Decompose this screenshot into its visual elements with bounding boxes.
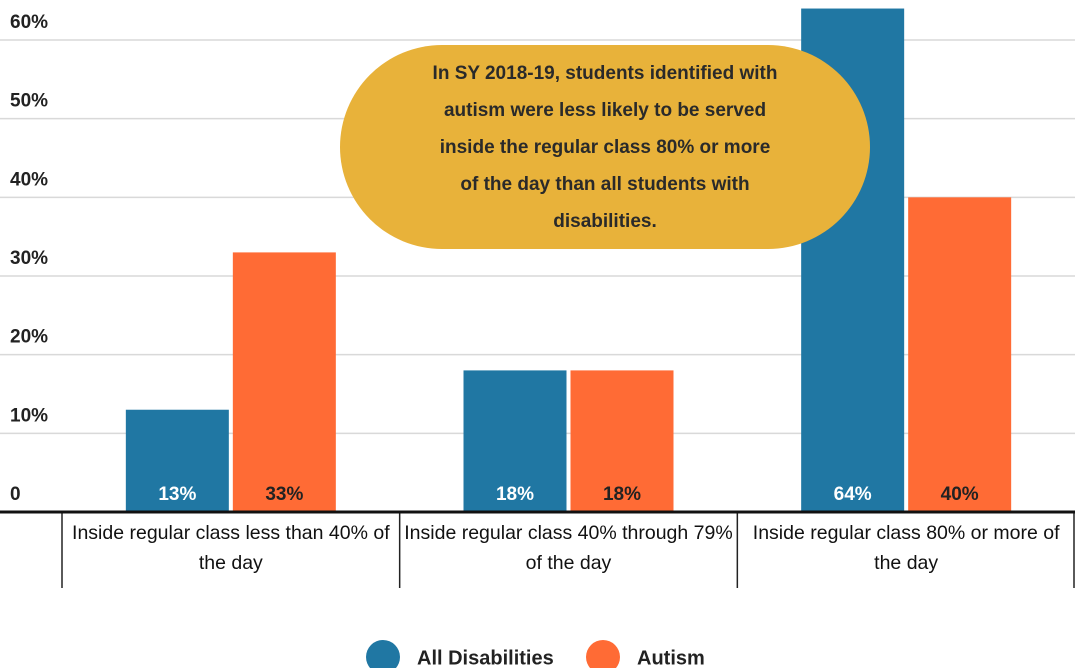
y-tick-label: 20% (10, 327, 48, 348)
annotation: In SY 2018-19, students identified with … (340, 45, 870, 249)
bar (570, 370, 674, 512)
y-tick-label: 50% (10, 91, 48, 112)
y-tick-label: 40% (10, 169, 48, 190)
legend-swatch (586, 640, 620, 668)
bar (463, 370, 567, 512)
x-tick-label: Inside regular class less than 40% of th… (72, 522, 390, 574)
data-label: 33% (265, 484, 303, 505)
x-tick-label: Inside regular class 40% through 79% of … (404, 522, 733, 574)
data-label: 64% (834, 484, 872, 505)
data-label: 13% (158, 484, 196, 505)
y-tick-label: 30% (10, 248, 48, 269)
y-tick-label: 60% (10, 12, 48, 33)
legend-swatch (366, 640, 400, 668)
bar (908, 197, 1012, 513)
legend-label: Autism (637, 647, 705, 668)
bar (232, 252, 336, 512)
legend-label: All Disabilities (417, 647, 554, 668)
y-tick-label: 0 (10, 484, 21, 505)
y-tick-label: 10% (10, 405, 48, 426)
data-label: 40% (941, 484, 979, 505)
data-label: 18% (603, 484, 641, 505)
x-tick-label: Inside regular class 80% or more of the … (752, 522, 1060, 574)
data-label: 18% (496, 484, 534, 505)
bar (125, 409, 229, 512)
